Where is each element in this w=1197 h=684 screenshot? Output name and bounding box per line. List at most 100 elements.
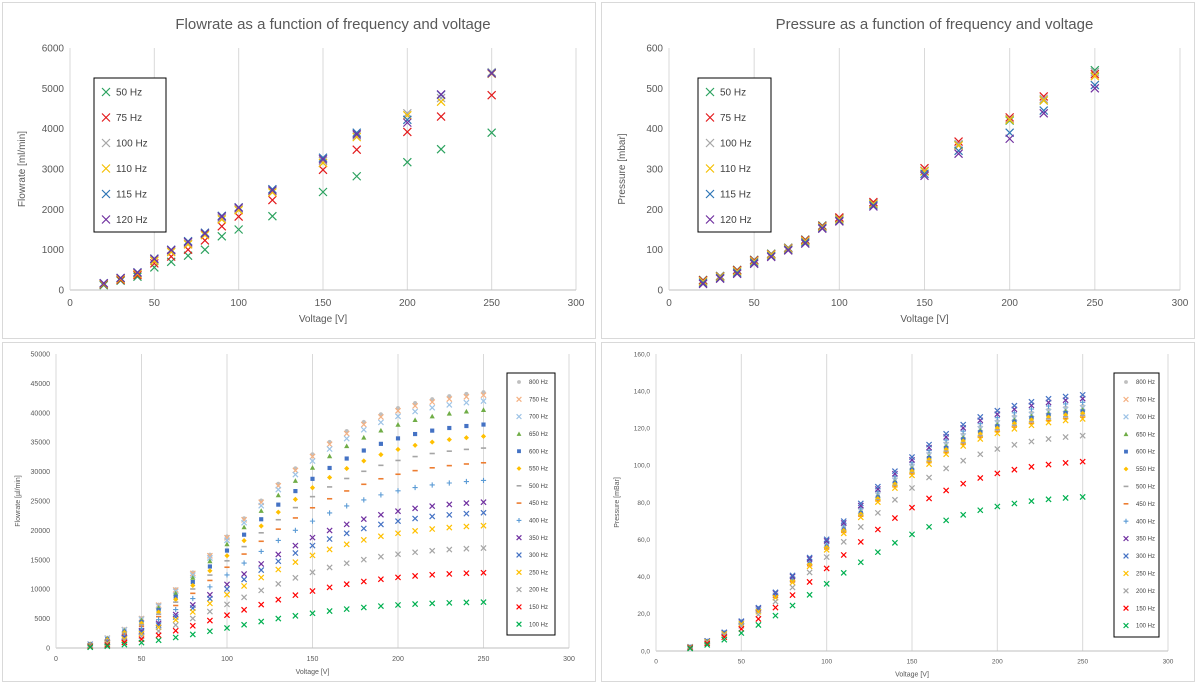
data-point [772, 604, 779, 611]
data-point [960, 480, 967, 487]
data-point [377, 419, 384, 426]
data-point [704, 640, 711, 647]
data-point [480, 392, 487, 399]
data-point [166, 247, 176, 257]
data-point [874, 486, 881, 493]
data-point [772, 612, 779, 619]
data-point [292, 559, 299, 566]
data-point [267, 195, 277, 205]
data-point [954, 139, 963, 149]
series-300-hz [687, 391, 1086, 650]
data-point [172, 634, 179, 641]
data-point [772, 598, 779, 605]
data-point [276, 502, 281, 507]
data-point [310, 476, 315, 481]
data-point [189, 615, 196, 622]
data-point [732, 267, 742, 276]
data-point [487, 90, 497, 100]
legend-label: 75 Hz [116, 113, 142, 124]
data-point [446, 546, 453, 553]
data-point [977, 474, 984, 482]
data-point [394, 574, 402, 581]
data-point [156, 617, 162, 623]
data-point [241, 621, 248, 628]
legend-marker [516, 396, 522, 403]
data-point [241, 524, 247, 530]
data-point [480, 599, 487, 606]
data-point [138, 639, 145, 646]
data-point [1062, 459, 1069, 466]
data-point [943, 465, 950, 472]
data-point [149, 254, 159, 264]
data-point [749, 258, 759, 267]
legend-label: 50 Hz [720, 88, 746, 99]
data-point [446, 401, 453, 408]
data-point [412, 527, 419, 534]
data-point [318, 165, 328, 175]
data-point [173, 594, 178, 599]
data-point [224, 553, 230, 559]
x-tick-label: 200 [399, 298, 416, 309]
data-point [1005, 112, 1015, 122]
data-point [721, 634, 728, 641]
data-point [217, 214, 227, 224]
data-point [960, 457, 967, 464]
data-point [275, 509, 281, 515]
data-point [172, 611, 179, 618]
data-point [920, 166, 929, 176]
legend-label: 500 Hz [1136, 485, 1155, 491]
series-250-hz [687, 415, 1086, 651]
data-point [352, 129, 362, 139]
series-600-hz [688, 409, 1085, 650]
data-point [402, 157, 412, 167]
data-point [217, 231, 227, 241]
data-point [892, 473, 898, 479]
data-point [343, 435, 350, 442]
data-point [487, 68, 497, 78]
data-point [217, 221, 227, 231]
legend-label: 800 Hz [1136, 380, 1155, 386]
data-point [789, 584, 796, 591]
legend-marker [1124, 380, 1128, 384]
data-point [206, 552, 213, 559]
series-500-hz [687, 414, 1086, 648]
data-point [360, 604, 367, 611]
data-point [834, 212, 844, 222]
data-point [1062, 494, 1069, 501]
x-axis-label: Voltage [V] [299, 314, 348, 325]
legend-marker [705, 138, 715, 148]
data-point [234, 203, 244, 213]
data-point [994, 470, 1001, 477]
data-point [977, 421, 983, 427]
data-point [217, 213, 227, 223]
data-point [258, 601, 265, 608]
data-point [207, 584, 213, 590]
data-point [258, 618, 265, 625]
data-point [446, 436, 452, 443]
x-tick-label: 250 [478, 656, 490, 663]
data-point [994, 407, 1001, 414]
legend-marker [516, 604, 522, 610]
legend-label: 600 Hz [529, 449, 548, 455]
x-tick-label: 250 [1086, 298, 1103, 309]
data-point [234, 225, 244, 234]
y-tick-label: 0,0 [641, 648, 650, 655]
data-point [755, 611, 762, 618]
legend-label: 550 Hz [529, 467, 548, 473]
data-point [361, 448, 366, 453]
data-point [783, 246, 793, 255]
data-point [436, 112, 446, 121]
data-point [183, 237, 193, 247]
data-point [360, 516, 367, 523]
x-tick-label: 50 [149, 298, 161, 309]
y-tick-label: 30000 [31, 469, 51, 476]
series-350-hz [87, 499, 487, 649]
series-550-hz [687, 410, 1086, 650]
x-tick-label: 300 [1163, 659, 1174, 666]
data-point [840, 569, 847, 576]
data-point [926, 474, 933, 481]
y-tick-label: 20,0 [637, 611, 650, 618]
data-point [206, 617, 213, 624]
data-point [789, 592, 796, 599]
legend-marker [705, 113, 715, 122]
